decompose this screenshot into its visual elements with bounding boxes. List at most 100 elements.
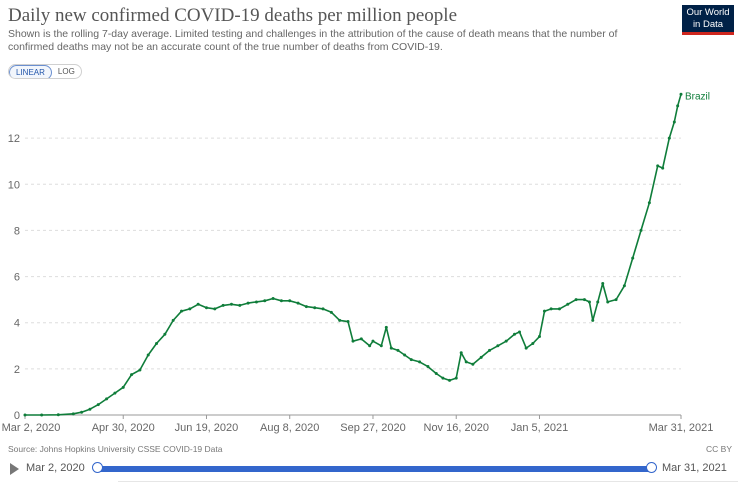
data-point (454, 376, 458, 380)
scale-toggle: LINEAR LOG (8, 64, 82, 79)
data-point (459, 351, 463, 355)
series-label[interactable]: Brazil (685, 91, 710, 102)
data-point (591, 318, 595, 322)
y-tick-label: 12 (8, 133, 20, 145)
data-point (329, 310, 333, 314)
x-tick-label: Nov 16, 2020 (424, 422, 489, 434)
data-point (321, 307, 325, 311)
data-point (96, 403, 100, 407)
logo-line-2: in Data (692, 19, 724, 30)
data-point (384, 325, 388, 329)
x-tick-label: Mar 31, 2021 (649, 422, 714, 434)
data-point (196, 302, 200, 306)
data-point (676, 104, 680, 108)
data-point (631, 256, 635, 260)
data-point (426, 365, 430, 369)
data-point (263, 299, 267, 303)
timeline-start-handle[interactable] (92, 462, 103, 473)
timeline: Mar 2, 2020 Mar 31, 2021 (0, 457, 740, 481)
x-axis-ticks: Mar 2, 2020 Apr 30, 2020 Jun 19, 2020 Aug 8… (2, 415, 714, 434)
data-point (171, 318, 175, 322)
data-point (403, 353, 407, 357)
data-point (606, 300, 610, 304)
license-link[interactable]: CC BY (706, 444, 732, 454)
timeline-track[interactable] (98, 466, 652, 472)
x-tick-label: Sep 27, 2020 (340, 422, 405, 434)
data-point (71, 412, 75, 416)
linear-scale-button[interactable]: LINEAR (9, 65, 52, 78)
data-point (679, 92, 683, 96)
data-point (238, 303, 242, 307)
data-point (566, 302, 570, 306)
data-point (313, 306, 317, 310)
data-point (441, 376, 445, 380)
data-point (56, 413, 60, 417)
data-point (464, 360, 468, 364)
data-point (488, 348, 492, 352)
data-point (279, 299, 283, 303)
data-point (338, 318, 342, 322)
data-point (434, 371, 438, 375)
owid-logo[interactable]: Our World in Data (682, 5, 734, 35)
source-note[interactable]: Source: Johns Hopkins University CSSE CO… (8, 444, 223, 454)
x-tick-label: Mar 2, 2020 (2, 422, 61, 434)
data-point (513, 332, 517, 336)
data-point (254, 300, 258, 304)
line-chart: 0 2 4 6 8 10 12 Mar 2, 2020 Apr 30, 2020 Jun 19,… (2, 91, 714, 434)
data-point (105, 397, 109, 401)
data-point (471, 362, 475, 366)
data-point (448, 378, 452, 382)
y-tick-label: 4 (14, 318, 20, 330)
data-point (368, 344, 372, 348)
timeline-end-label: Mar 31, 2021 (662, 462, 727, 474)
data-point (88, 407, 92, 411)
data-point (574, 298, 578, 302)
data-point (524, 346, 528, 350)
series-line-brazil[interactable] (25, 94, 682, 416)
data-point (656, 164, 660, 168)
x-tick-label: Aug 8, 2020 (260, 422, 319, 434)
data-point (396, 348, 400, 352)
data-point (155, 341, 159, 345)
data-point (557, 307, 561, 311)
data-point (23, 413, 27, 417)
y-axis-ticks: 0 2 4 6 8 10 12 (8, 133, 20, 422)
data-point (180, 309, 184, 313)
play-icon[interactable] (10, 463, 19, 475)
data-point (622, 284, 626, 288)
chart-subtitle: Shown is the rolling 7-day average. Limi… (8, 28, 618, 53)
timeline-end-handle[interactable] (646, 462, 657, 473)
data-point (359, 337, 363, 341)
x-tick-label: Apr 30, 2020 (92, 422, 155, 434)
data-point (582, 298, 586, 302)
data-point (130, 373, 134, 377)
y-tick-label: 0 (14, 410, 20, 422)
data-point (479, 355, 483, 359)
data-point (204, 306, 208, 310)
data-point (389, 346, 393, 350)
data-point (379, 344, 383, 348)
y-tick-label: 2 (14, 364, 20, 376)
data-point (661, 166, 665, 170)
data-point (587, 300, 591, 304)
data-point (672, 120, 676, 124)
data-point (138, 368, 142, 372)
logo-line-1: Our World (686, 7, 730, 18)
data-point (346, 320, 350, 324)
data-point (601, 281, 605, 285)
data-point (667, 136, 671, 140)
data-point (409, 358, 413, 362)
data-point (639, 228, 643, 232)
data-point (288, 299, 292, 303)
data-point (647, 201, 651, 205)
data-point (121, 385, 125, 389)
data-point (146, 353, 150, 357)
data-point (304, 305, 308, 309)
data-point (229, 302, 233, 306)
data-point (213, 307, 217, 311)
data-point (504, 339, 508, 343)
data-point (221, 303, 225, 307)
log-scale-button[interactable]: LOG (57, 67, 75, 76)
data-point (80, 410, 84, 414)
data-point (113, 391, 117, 395)
